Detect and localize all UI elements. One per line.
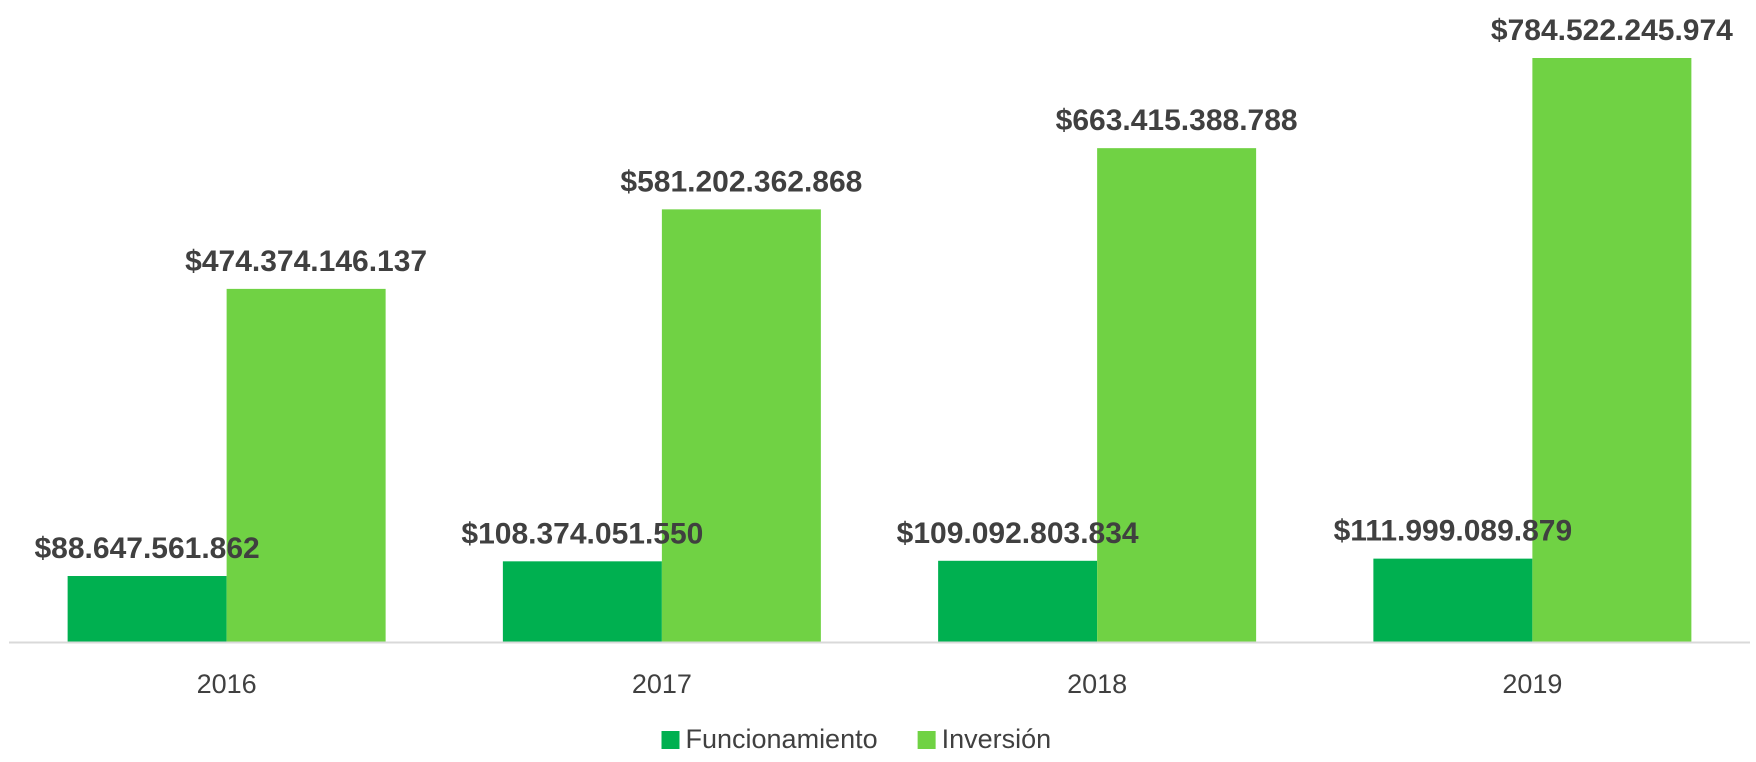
legend-swatch	[917, 731, 936, 749]
bar	[226, 288, 386, 642]
bar	[502, 561, 662, 642]
bar	[67, 576, 227, 642]
x-tick-label: 2019	[1502, 669, 1562, 699]
data-label: $88.647.561.862	[35, 532, 260, 565]
bar	[938, 560, 1098, 642]
bar	[1097, 148, 1257, 642]
data-label: $111.999.089.879	[1334, 515, 1573, 548]
data-label: $474.374.146.137	[185, 245, 427, 278]
legend-label: Funcionamiento	[686, 724, 878, 754]
x-tick-label: 2018	[1067, 669, 1127, 699]
legend-label: Inversión	[942, 724, 1052, 754]
data-label: $108.374.051.550	[461, 517, 703, 550]
data-label: $663.415.388.788	[1056, 104, 1298, 137]
x-tick-label: 2017	[632, 669, 692, 699]
data-label: $109.092.803.834	[897, 517, 1139, 550]
x-tick-label: 2016	[197, 669, 257, 699]
bar	[1373, 558, 1533, 642]
data-label: $784.522.245.974	[1491, 14, 1733, 47]
legend-swatch	[661, 731, 680, 749]
bar	[1532, 58, 1692, 642]
bar	[661, 209, 821, 642]
data-label: $581.202.362.868	[620, 165, 862, 198]
